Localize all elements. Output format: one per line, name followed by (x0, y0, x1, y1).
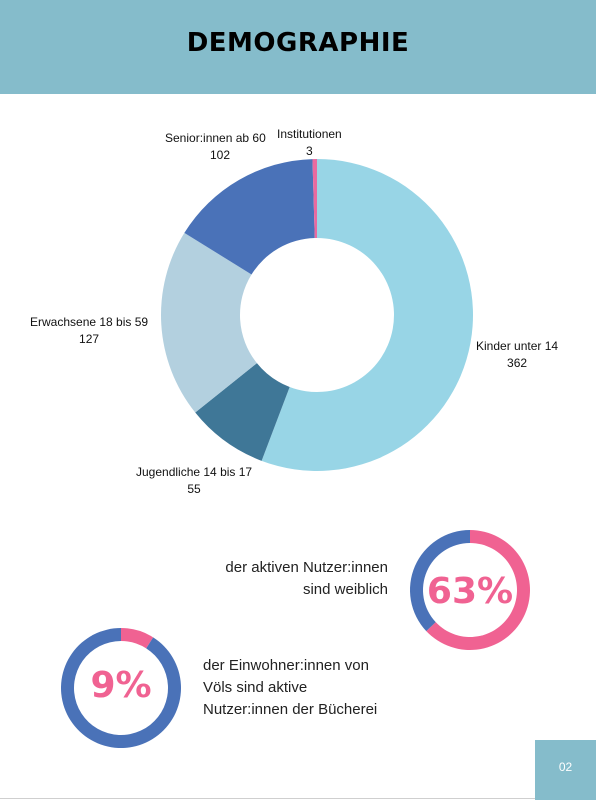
slice-label-erwachsene-name: Erwachsene 18 bis 59 (30, 315, 148, 329)
female-stat-line-1: der aktiven Nutzer:innen (190, 557, 388, 579)
slice-label-institutionen-name: Institutionen (277, 127, 342, 141)
slice-label-senioren: Senior:innen ab 60 102 (165, 130, 266, 164)
page-number: 02 (535, 760, 596, 774)
slice-label-senioren-value: 102 (165, 147, 266, 164)
slice-label-jugendliche: Jugendliche 14 bis 17 55 (136, 464, 252, 498)
slice-label-kinder-value: 362 (476, 355, 558, 372)
female-percentage: 63% (410, 570, 530, 614)
footer-line (0, 798, 535, 799)
slice-label-erwachsene: Erwachsene 18 bis 59 127 (30, 314, 148, 348)
female-stat-text: der aktiven Nutzer:innen sind weiblich (190, 557, 388, 601)
users-stat-line-1: der Einwohner:innen von (203, 655, 403, 677)
slice-label-senioren-name: Senior:innen ab 60 (165, 131, 266, 145)
users-stat-line-3: Nutzer:innen der Bücherei (203, 699, 403, 721)
users-stat-text: der Einwohner:innen von Völs sind aktive… (203, 655, 403, 721)
users-stat-line-2: Völs sind aktive (203, 677, 403, 699)
slice-label-kinder: Kinder unter 14 362 (476, 338, 558, 372)
female-stat-line-2: sind weiblich (190, 579, 388, 601)
page-number-box: 02 (535, 740, 596, 800)
users-percentage: 9% (61, 664, 181, 708)
slice-label-jugendliche-name: Jugendliche 14 bis 17 (136, 465, 252, 479)
slice-label-jugendliche-value: 55 (136, 481, 252, 498)
slice-label-institutionen-value: 3 (277, 143, 342, 160)
slice-label-erwachsene-value: 127 (30, 331, 148, 348)
slice-label-kinder-name: Kinder unter 14 (476, 339, 558, 353)
slice-label-institutionen: Institutionen 3 (277, 126, 342, 160)
